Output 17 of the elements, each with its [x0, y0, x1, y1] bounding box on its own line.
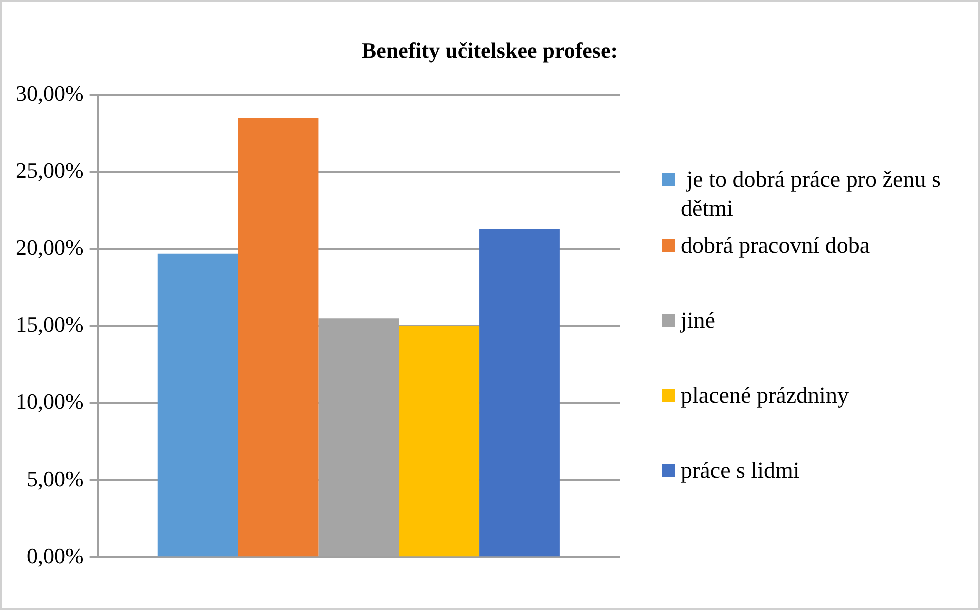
legend-label: dobrá pracovní doba — [681, 232, 870, 260]
legend-label: placené prázdniny — [681, 382, 849, 410]
y-tick-label: 5,00% — [27, 466, 84, 492]
y-tick-label: 20,00% — [16, 234, 84, 260]
y-tick-label: 30,00% — [16, 80, 84, 106]
y-tick-label: 0,00% — [27, 543, 84, 568]
bar — [158, 254, 238, 557]
bar — [480, 229, 560, 557]
chart-title: Benefity učitelskee profese: — [360, 38, 620, 64]
bar — [399, 326, 480, 557]
legend-label: jiné — [681, 307, 716, 335]
y-tick-label: 15,00% — [16, 312, 84, 338]
y-tick-label: 25,00% — [16, 158, 84, 183]
legend-label: práce s lidmi — [681, 457, 800, 485]
bar — [238, 118, 319, 557]
legend-label: je to dobrá práce pro ženu s dětmi — [681, 166, 942, 223]
y-tick-label: 10,00% — [16, 389, 84, 414]
